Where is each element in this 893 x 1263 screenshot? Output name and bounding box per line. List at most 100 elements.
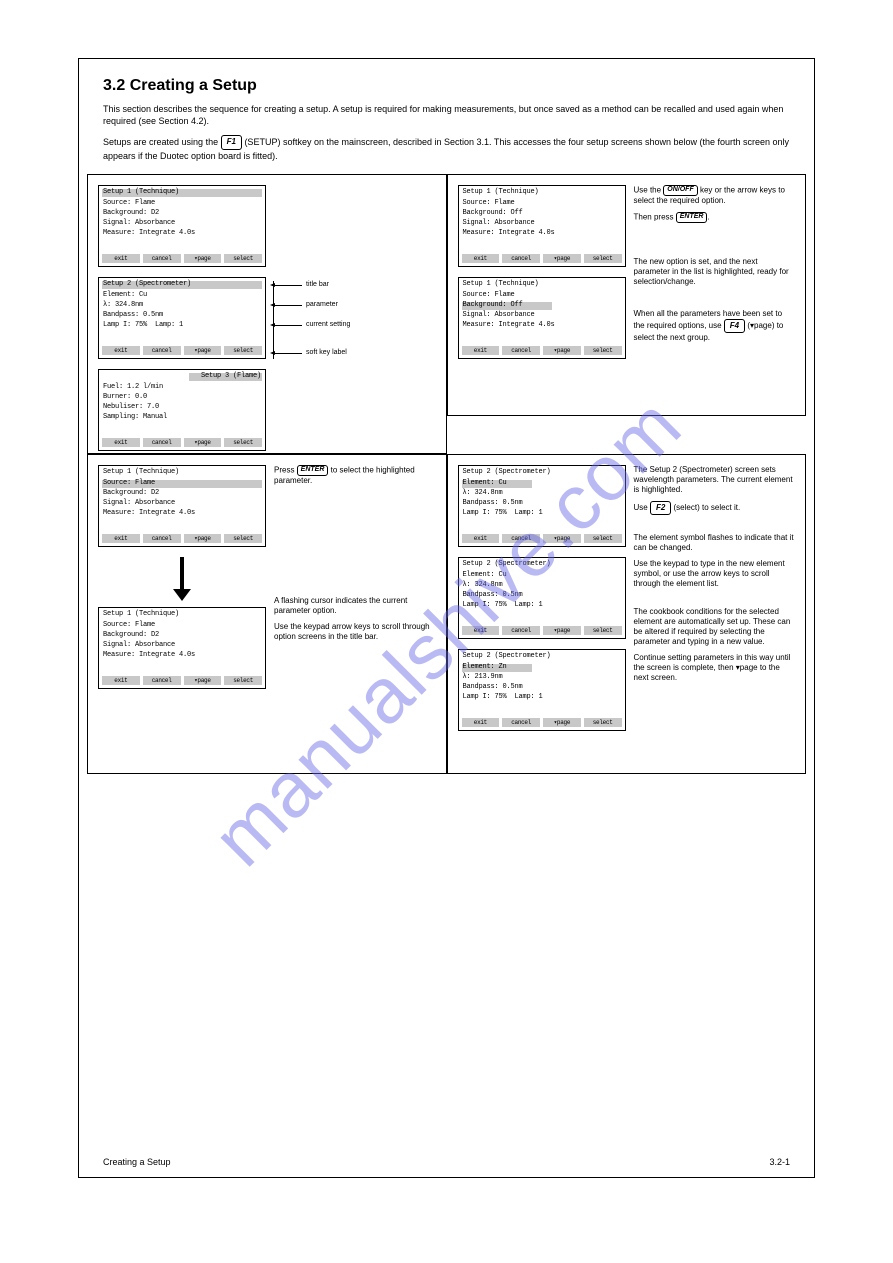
lcd-line: Measure: Integrate 4.0s [103, 652, 261, 661]
lcd-line: Element: Zn [463, 664, 621, 673]
softkey: select [224, 438, 262, 447]
softkey: select [224, 346, 262, 355]
lcd-title: Setup 1 (Technique) [103, 611, 261, 620]
lcd-line: Sampling: Manual [103, 414, 261, 423]
softkey: exit [102, 346, 140, 355]
lcd-line: Background: D2 [103, 210, 261, 219]
t: Use [634, 503, 650, 512]
lcd: Setup 1 (Technique) Source: Flame Backgr… [98, 607, 266, 689]
cell-spectrometer: Setup 2 (Spectrometer) Element: Cu λ: 32… [447, 454, 807, 774]
cell-screens-overview: Setup 1 (Technique) Source: Flame Backgr… [87, 174, 447, 454]
p: Then press ENTER. [634, 212, 796, 223]
p: Use the keypad to type in the new elemen… [634, 559, 796, 589]
p: Use the ON/OFF key or the arrow keys to … [634, 185, 796, 206]
softkey: cancel [502, 534, 540, 543]
softkey: exit [102, 676, 140, 685]
lcd-line: Lamp I: 75% Lamp: 1 [103, 322, 261, 331]
page-title: 3.2 Creating a Setup [79, 59, 814, 101]
lcd-line: Signal: Absorbance [463, 220, 621, 229]
p: The element symbol flashes to indicate t… [634, 533, 796, 553]
lcd-line: Background: Off [463, 302, 621, 311]
t: Use the [634, 186, 664, 195]
manual-page: 3.2 Creating a Setup This section descri… [78, 58, 815, 1178]
footer-left: Creating a Setup [103, 1157, 171, 1167]
lcd-line: Element: Cu [103, 292, 261, 301]
screen-stack-3: Setup 1 (Technique) Source: Flame Backgr… [458, 185, 626, 369]
lcd-title: Setup 2 (Spectrometer) [463, 561, 621, 570]
p: The new option is set, and the next para… [634, 257, 796, 287]
intro-p2: Setups are created using the F1 (SETUP) … [103, 135, 790, 162]
lcd-line: Signal: Absorbance [103, 500, 261, 509]
softkey: cancel [143, 254, 181, 263]
lcd-line: Background: D2 [103, 490, 261, 499]
lcd-line: Nebuliser: 7.0 [103, 404, 261, 413]
p: Continue setting parameters in this way … [634, 653, 796, 683]
screen-stack-2: Setup 1 (Technique) Source: Flame Backgr… [98, 465, 266, 699]
lcd-title: Setup 2 (Spectrometer) [463, 469, 621, 478]
softkey: ▾page [543, 626, 581, 635]
lcd-title: Setup 3 (Flame) [103, 373, 261, 382]
cell-enter: Setup 1 (Technique) Source: Flame Backgr… [87, 454, 447, 774]
p: The cookbook conditions for the selected… [634, 607, 796, 647]
softkey: cancel [502, 718, 540, 727]
lcd-line: Element: Cu [463, 480, 621, 489]
t: Then press [634, 212, 676, 221]
lcd-line: Signal: Absorbance [463, 312, 621, 321]
annot-setting: current setting [306, 321, 350, 330]
p: Press ENTER to select the highlighted pa… [274, 465, 436, 486]
lcd-setup3: Setup 3 (Flame) Fuel: 1.2 l/min Burner: … [98, 369, 266, 451]
desc-4: The Setup 2 (Spectrometer) screen sets w… [634, 465, 796, 741]
onoff-key-icon: ON/OFF [663, 185, 697, 196]
softkey: exit [462, 626, 500, 635]
softkey: exit [462, 534, 500, 543]
softkey: exit [102, 254, 140, 263]
softkey: exit [462, 718, 500, 727]
softkey: select [584, 534, 622, 543]
lcd-line: Source: Flame [103, 622, 261, 631]
page-footer: Creating a Setup 3.2-1 [79, 1157, 814, 1167]
desc-2: Press ENTER to select the highlighted pa… [274, 465, 436, 699]
lcd-line: λ: 324.8nm [463, 582, 621, 591]
softkey: select [584, 346, 622, 355]
p: A flashing cursor indicates the current … [274, 596, 436, 616]
lcd-title: Setup 1 (Technique) [463, 281, 621, 290]
lcd-line: λ: 324.8nm [463, 490, 621, 499]
lcd-line: Bandpass: 0.5nm [463, 500, 621, 509]
intro-block: This section describes the sequence for … [79, 101, 814, 174]
lcd-line: λ: 324.8nm [103, 302, 261, 311]
softkey: ▾page [543, 718, 581, 727]
softkey: select [224, 676, 262, 685]
annot-softkey: soft key label [306, 349, 347, 358]
softkey: select [584, 254, 622, 263]
lcd-line: Bandpass: 0.5nm [463, 592, 621, 601]
lcd-line: λ: 213.9nm [463, 674, 621, 683]
softkey: ▾page [543, 534, 581, 543]
p: The Setup 2 (Spectrometer) screen sets w… [634, 465, 796, 495]
lcd: Setup 2 (Spectrometer) Element: Cu λ: 32… [458, 557, 626, 639]
lcd-line: Lamp I: 75% Lamp: 1 [463, 694, 621, 703]
lcd-setup1: Setup 1 (Technique) Source: Flame Backgr… [98, 185, 266, 267]
softkey: cancel [502, 626, 540, 635]
softkey: exit [462, 346, 500, 355]
f4-key-icon: F4 [724, 319, 745, 333]
softkey: cancel [502, 346, 540, 355]
lcd: Setup 1 (Technique) Source: Flame Backgr… [458, 277, 626, 359]
lcd-line: Source: Flame [463, 292, 621, 301]
lcd: Setup 2 (Spectrometer) Element: Cu λ: 32… [458, 465, 626, 547]
enter-key-icon: ENTER [676, 212, 708, 223]
lcd-title: Setup 1 (Technique) [103, 189, 261, 198]
lcd-line: Source: Flame [463, 200, 621, 209]
lcd-line: Bandpass: 0.5nm [463, 684, 621, 693]
lcd: Setup 1 (Technique) Source: Flame Backgr… [98, 465, 266, 547]
softkey: cancel [143, 534, 181, 543]
softkey: select [584, 626, 622, 635]
softkey: select [224, 534, 262, 543]
lcd-setup2: Setup 2 (Spectrometer) Element: Cu λ: 32… [98, 277, 266, 359]
lcd-line: Signal: Absorbance [103, 642, 261, 651]
lcd: Setup 1 (Technique) Source: Flame Backgr… [458, 185, 626, 267]
softkey: ▾page [543, 254, 581, 263]
desc-3: Use the ON/OFF key or the arrow keys to … [634, 185, 796, 369]
content-grid: Setup 1 (Technique) Source: Flame Backgr… [79, 174, 814, 774]
lcd-title: Setup 2 (Spectrometer) [103, 281, 261, 290]
lcd-line: Burner: 0.0 [103, 394, 261, 403]
